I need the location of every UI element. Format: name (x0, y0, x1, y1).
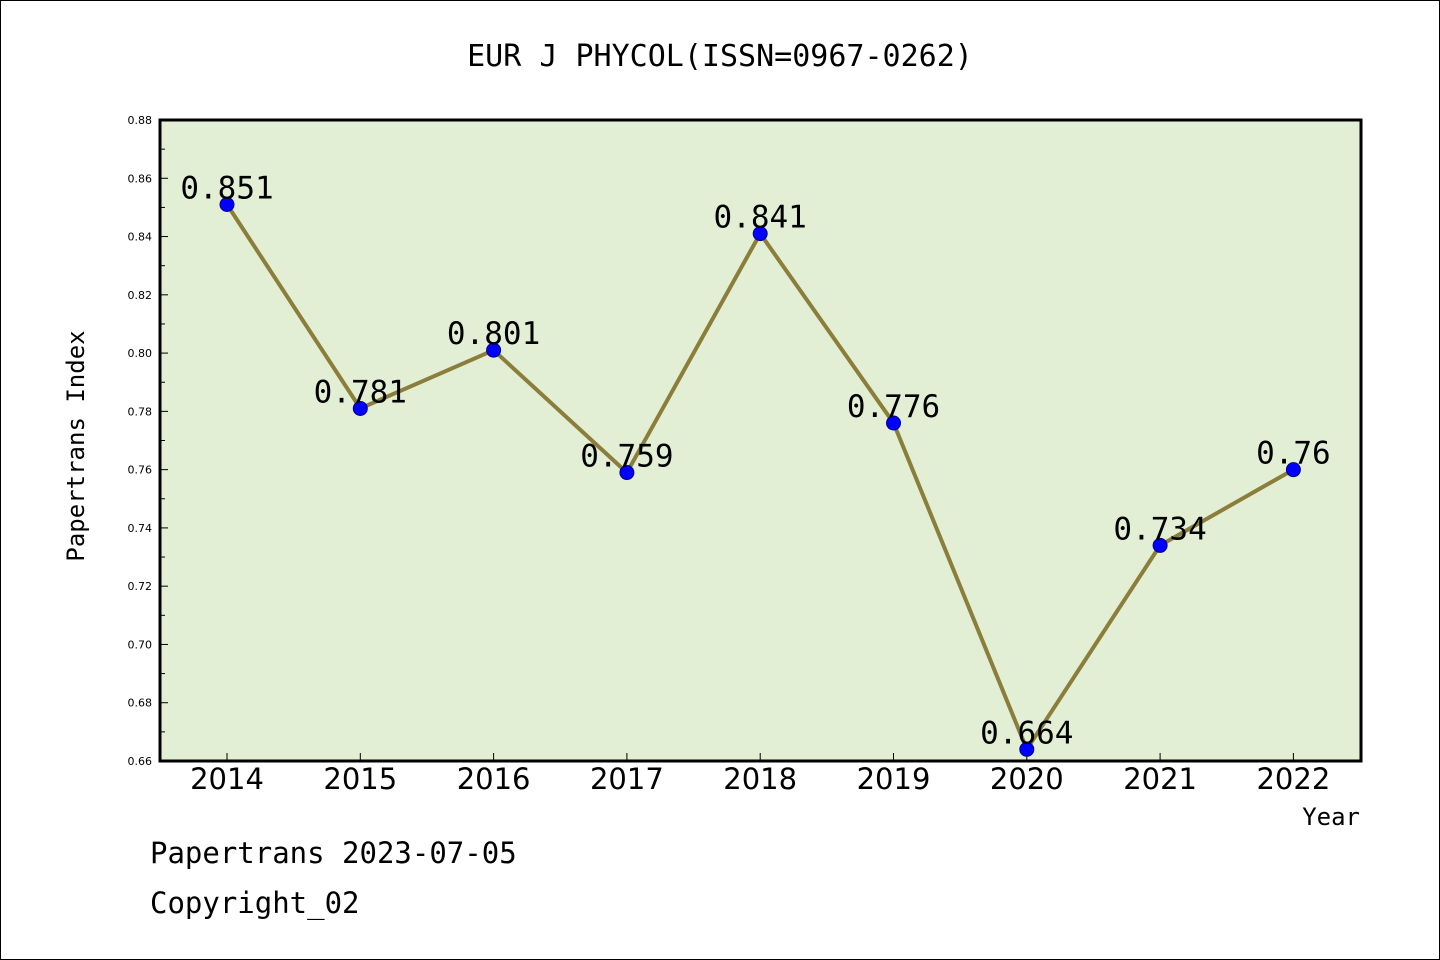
x-axis-label: Year (1302, 803, 1360, 831)
x-tick-label: 2016 (457, 762, 531, 796)
data-label: 0.76 (1256, 436, 1331, 472)
data-point (352, 400, 368, 416)
y-axis-label: Papertrans Index (62, 330, 90, 561)
data-point (219, 196, 235, 212)
y-tick-label: 0.70 (128, 638, 153, 651)
data-label: 0.801 (447, 316, 540, 352)
y-tick-label: 0.66 (128, 755, 153, 768)
x-axis-ticks: 2014 2015 2016 2017 2018 2019 2020 2021 2022 (190, 753, 1330, 796)
footer-date: Papertrans 2023-07-05 (150, 836, 517, 870)
data-label: 0.776 (847, 389, 940, 425)
chart-title: EUR J PHYCOL(ISSN=0967-0262) (467, 39, 973, 74)
data-point (619, 465, 635, 481)
data-point (486, 342, 502, 358)
y-axis-ticks: 0.66 0.68 0.70 0.72 0.74 0.76 0.78 0.80 0.82 0.84… (128, 114, 168, 768)
y-tick-label: 0.84 (128, 231, 153, 244)
y-tick-label: 0.80 (128, 347, 153, 360)
y-tick-label: 0.78 (128, 405, 153, 418)
data-point (752, 226, 768, 242)
y-tick-label: 0.82 (128, 289, 153, 302)
data-label: 0.841 (714, 200, 807, 236)
data-label: 0.851 (180, 170, 273, 206)
footer-copyright: Copyright_02 (150, 886, 360, 920)
data-series: 0.851 0.781 0.801 0.759 0.841 0.776 0.664 0.734… (180, 170, 1331, 757)
y-tick-label: 0.72 (128, 580, 153, 593)
y-tick-label: 0.88 (128, 114, 153, 127)
y-tick-label: 0.74 (128, 522, 153, 535)
data-label: 0.664 (980, 715, 1073, 751)
data-label: 0.734 (1113, 511, 1206, 547)
y-tick-label: 0.86 (128, 172, 153, 185)
x-tick-label: 2020 (990, 762, 1064, 796)
x-tick-label: 2021 (1123, 762, 1197, 796)
x-tick-label: 2022 (1256, 762, 1330, 796)
data-point (1152, 537, 1168, 553)
x-tick-label: 2017 (590, 762, 664, 796)
x-tick-label: 2014 (190, 762, 264, 796)
x-tick-label: 2019 (857, 762, 931, 796)
data-point (1019, 741, 1035, 757)
data-point (886, 415, 901, 431)
y-tick-label: 0.68 (128, 697, 153, 710)
y-tick-label: 0.76 (128, 464, 153, 477)
data-point (1285, 462, 1301, 478)
x-tick-label: 2018 (723, 762, 797, 796)
data-label: 0.759 (580, 439, 673, 475)
x-tick-label: 2015 (323, 762, 397, 796)
data-label: 0.781 (314, 374, 407, 410)
